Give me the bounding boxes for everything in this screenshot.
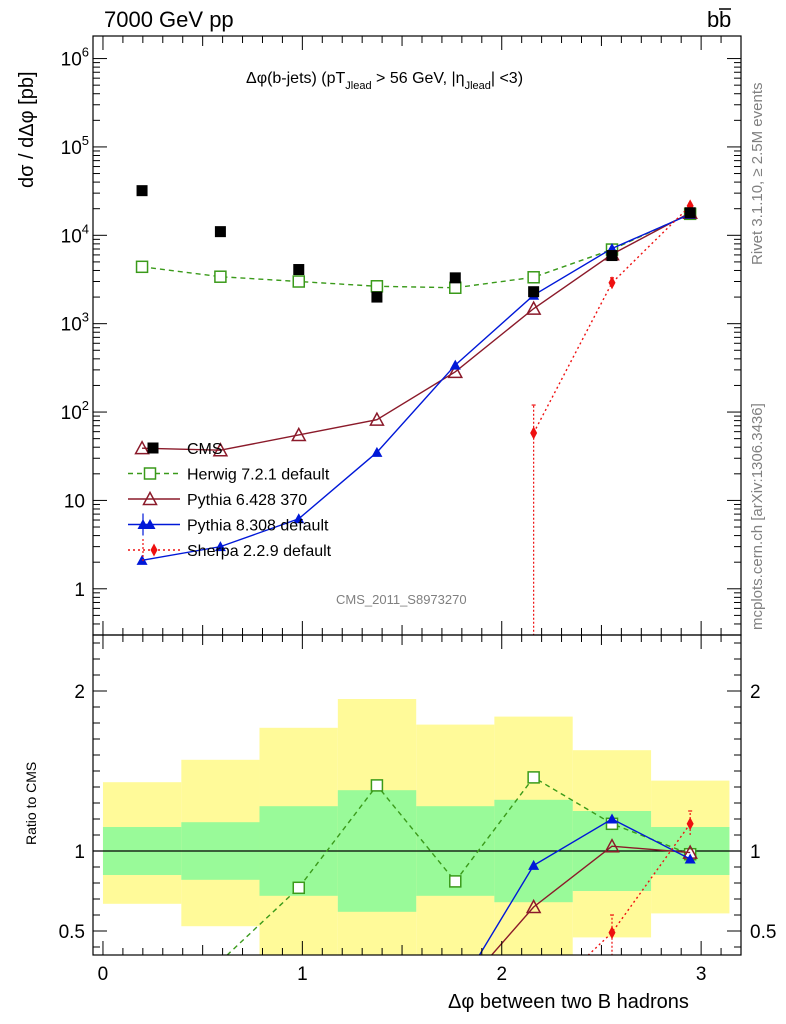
legend-marker-herwig — [143, 467, 157, 480]
ratio-y-axis-label: Ratio to CMS — [23, 762, 39, 845]
ratio-herwig-point — [215, 956, 226, 967]
main-pythia6-point — [447, 363, 464, 379]
ratio-axis-ticks: 0 1 2 3 0.5 0.5 1 1 2 2 — [59, 635, 776, 985]
cut-title-part-a: Δφ(b-jets) (pT — [246, 70, 346, 87]
ratio-y-tick-label: 2 — [74, 682, 85, 703]
legend-label-pythia8: Pythia 8.308 default — [187, 518, 329, 535]
ratio-plot-frame — [92, 634, 742, 956]
ratio-pythia8-point — [606, 813, 618, 824]
y-tick-label: 102 — [61, 398, 89, 424]
main-cms-point — [293, 264, 305, 276]
main-pythia8-point — [214, 541, 226, 552]
legend-marker-pythia8 — [137, 519, 149, 529]
x-tick-label: 1 — [297, 964, 308, 985]
main-sherpa-point — [608, 276, 616, 290]
main-herwig-point — [527, 271, 540, 284]
cut-title-part-c: | <3) — [491, 70, 523, 87]
ratio-y-tick-label-right: 2 — [750, 682, 761, 703]
ratio-pythia6-line — [490, 845, 691, 955]
main-pythia8-point — [293, 513, 305, 524]
legend-marker-cms — [147, 442, 159, 454]
legend-label-herwig: Herwig 7.2.1 default — [187, 467, 330, 484]
ratio-herwig-point — [292, 881, 306, 895]
cut-title-sub-b: Jlead — [465, 80, 491, 92]
main-pythia6-point — [369, 411, 385, 426]
main-pythia6-point — [291, 426, 307, 442]
legend-label-cms: CMS — [187, 441, 223, 458]
process-label: b — [707, 7, 719, 32]
cut-title: Δφ(b-jets) (pTJlead > 56 GeV, |ηJlead| <… — [246, 70, 523, 92]
energy-label: 7000 GeV pp — [104, 7, 234, 32]
ratio-sherpa-point — [608, 926, 616, 940]
x-tick-label: 2 — [496, 964, 507, 985]
main-cms-point — [606, 250, 618, 262]
ratio-pythia6-point — [525, 898, 542, 914]
main-cms-point — [684, 207, 696, 219]
x-axis-label: Δφ between two B hadrons — [448, 991, 689, 1013]
rivet-version-label: Rivet 3.1.10, ≥ 2.5M events — [749, 83, 766, 266]
ratio-pythia8-line — [478, 818, 691, 955]
main-pythia8-point — [371, 446, 383, 457]
main-cms-point — [214, 226, 226, 238]
legend-marker-sherpa — [150, 543, 158, 557]
y-tick-label: 105 — [61, 133, 89, 159]
main-pythia8-point — [449, 359, 461, 370]
y-tick-label: 1 — [74, 580, 85, 601]
main-axis-ticks: 1 10 102 103 104 105 106 — [61, 36, 741, 636]
cut-title-part-b: > 56 GeV, |η — [372, 70, 465, 87]
ratio-y-tick-label: 1 — [74, 842, 85, 863]
legend-label-sherpa: Sherpa 2.2.9 default — [187, 543, 332, 560]
main-cms-point — [371, 291, 383, 303]
main-herwig-line — [141, 213, 691, 289]
main-pythia6-point — [525, 300, 542, 315]
main-cms-point — [528, 286, 540, 298]
ratio-pythia8-point — [528, 859, 540, 870]
ratio-sherpa-point — [686, 817, 694, 831]
analysis-id-label: CMS_2011_S8973270 — [336, 592, 467, 607]
mcplots-reference-label: mcplots.cern.ch [arXiv:1306.3436] — [749, 403, 766, 630]
main-herwig-point — [135, 260, 149, 274]
ratio-y-tick-label-right: 1 — [750, 842, 761, 863]
main-cms-point — [449, 272, 461, 284]
main-sherpa-point — [530, 426, 538, 440]
legend-label-pythia6: Pythia 6.428 370 — [187, 492, 307, 509]
ratio-y-tick-label: 0.5 — [59, 922, 85, 943]
main-herwig-point — [214, 270, 227, 283]
main-herwig-point — [370, 280, 384, 293]
legend: CMS Herwig 7.2.1 default Pythia 6.428 370 P… — [128, 441, 332, 561]
main-pythia6-point — [134, 440, 150, 455]
y-tick-label: 106 — [61, 45, 89, 71]
legend-marker-pythia6 — [142, 490, 158, 506]
main-pythia6-line — [142, 212, 691, 451]
main-plot-area — [134, 185, 698, 635]
ratio-pythia6-point — [604, 838, 620, 853]
main-pythia8-point — [136, 554, 148, 565]
process-label-bbar: b — [719, 7, 731, 32]
ratio-herwig-point — [527, 771, 540, 784]
ratio-plot-area — [93, 699, 741, 967]
main-herwig-point — [449, 281, 462, 294]
main-pythia6-point — [212, 442, 229, 457]
main-y-axis-label: dσ / dΔφ [pb] — [16, 71, 38, 188]
x-tick-label: 0 — [98, 964, 109, 985]
ratio-y-tick-label-right: 0.5 — [750, 922, 776, 943]
x-tick-label: 3 — [696, 964, 707, 985]
ratio-herwig-point — [449, 875, 462, 888]
y-tick-label: 103 — [61, 310, 89, 336]
main-cms-point — [136, 185, 148, 197]
ratio-herwig-point — [370, 779, 384, 792]
y-tick-label: 10 — [64, 491, 85, 512]
main-pythia8-line — [141, 213, 691, 562]
cut-title-sub-a: Jlead — [345, 80, 371, 92]
main-herwig-point — [292, 275, 306, 288]
ratio-pythia8-point — [684, 853, 696, 864]
main-sherpa-line — [533, 205, 691, 434]
legend-marker-pythia8 — [144, 519, 156, 529]
y-tick-label: 104 — [61, 221, 89, 247]
